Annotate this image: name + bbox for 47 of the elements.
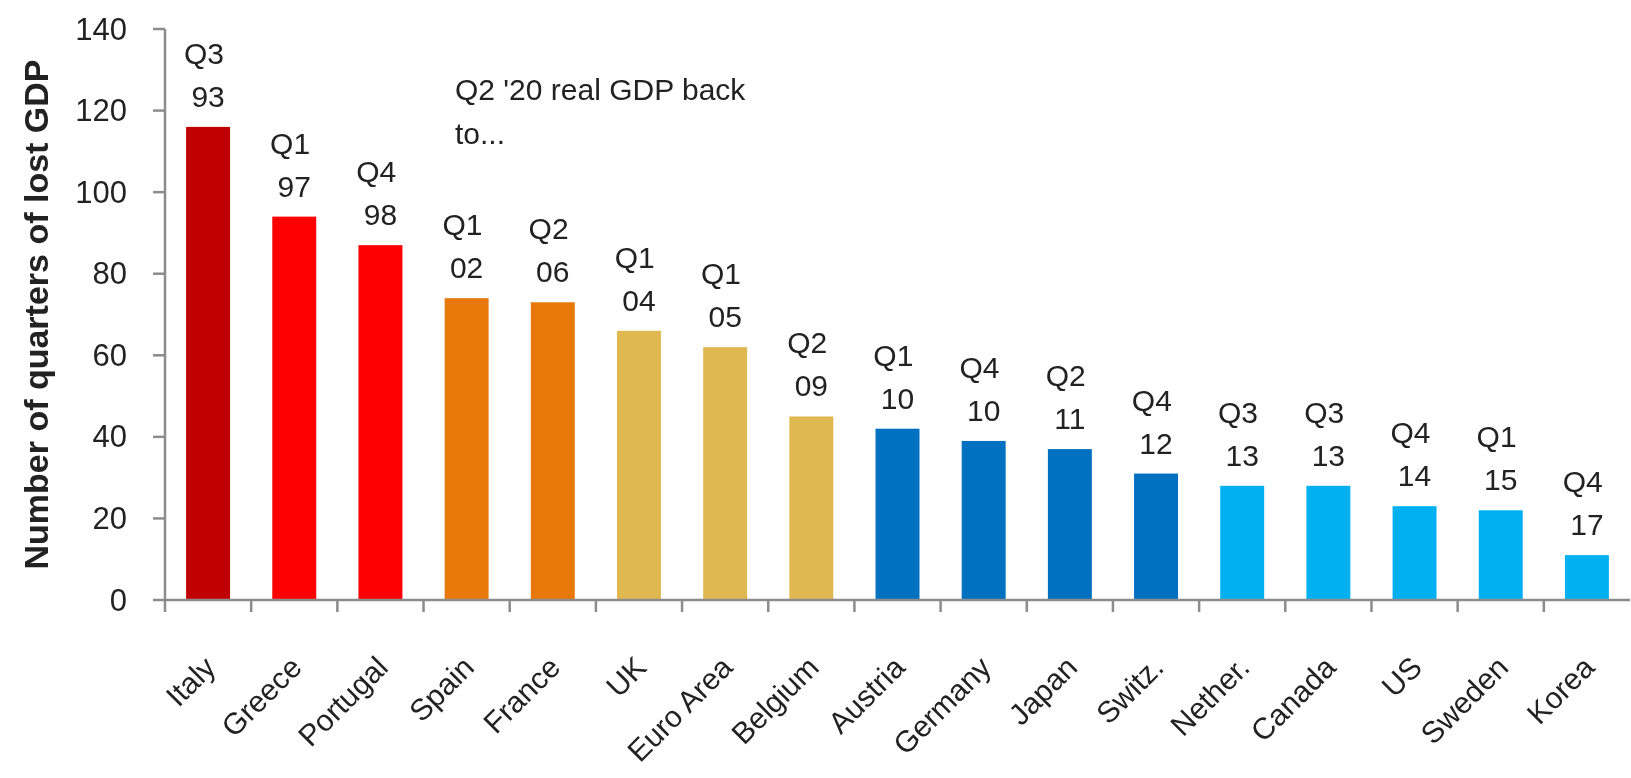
x-tick-label: Italy: [159, 650, 222, 713]
y-tick-label: 60: [92, 337, 127, 373]
data-label: Q4 12: [1131, 383, 1181, 460]
y-tick-label: 20: [92, 500, 127, 536]
bar: [1134, 473, 1178, 600]
bar: [1564, 555, 1609, 600]
data-label: Q2 06: [528, 212, 577, 289]
data-label: Q4 98: [356, 155, 405, 232]
bar: [272, 216, 317, 600]
bar: [1306, 485, 1351, 600]
y-tick-label: 140: [75, 11, 127, 47]
bar: [875, 428, 920, 600]
bar: [186, 126, 231, 600]
x-tick-label: US: [1375, 650, 1429, 703]
bar: [617, 330, 661, 600]
data-label: Q4 14: [1390, 416, 1439, 493]
annotation: Q2 '20 real GDP back to...: [455, 73, 754, 150]
data-label: Q2 09: [787, 326, 836, 403]
data-label: Q3 13: [1304, 395, 1353, 472]
bar: [444, 298, 489, 600]
data-label: Q3 93: [183, 36, 233, 113]
bar: [530, 302, 575, 600]
x-tick-label: UK: [599, 650, 653, 703]
bar: [961, 440, 1006, 600]
bar: [1047, 449, 1092, 600]
data-label: Q1 10: [873, 338, 922, 415]
bar: [703, 347, 748, 600]
bar: [789, 416, 834, 600]
bar: [1220, 485, 1265, 600]
bar: [1478, 510, 1523, 600]
data-label: Q1 05: [700, 257, 750, 334]
data-label: Q1 15: [1476, 420, 1525, 497]
data-label: Q2 11: [1045, 359, 1095, 436]
data-label: Q3 13: [1218, 395, 1267, 472]
data-label: Q1 02: [442, 208, 491, 285]
y-tick-label: 80: [92, 256, 127, 292]
y-tick-label: 120: [75, 93, 127, 129]
data-label: Q4 17: [1562, 465, 1612, 542]
bar: [1392, 506, 1437, 600]
y-tick-label: 100: [75, 174, 127, 210]
data-label: Q4 10: [959, 350, 1008, 427]
data-label: Q1 97: [270, 126, 319, 203]
y-tick-label: 0: [109, 582, 127, 618]
y-axis-title: Number of quarters of lost GDP: [17, 59, 55, 570]
data-label: Q1 04: [614, 240, 664, 317]
y-tick-label: 40: [92, 419, 127, 455]
bar: [358, 245, 403, 600]
